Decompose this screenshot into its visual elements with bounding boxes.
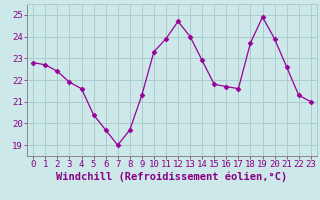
X-axis label: Windchill (Refroidissement éolien,°C): Windchill (Refroidissement éolien,°C) [56, 172, 288, 182]
